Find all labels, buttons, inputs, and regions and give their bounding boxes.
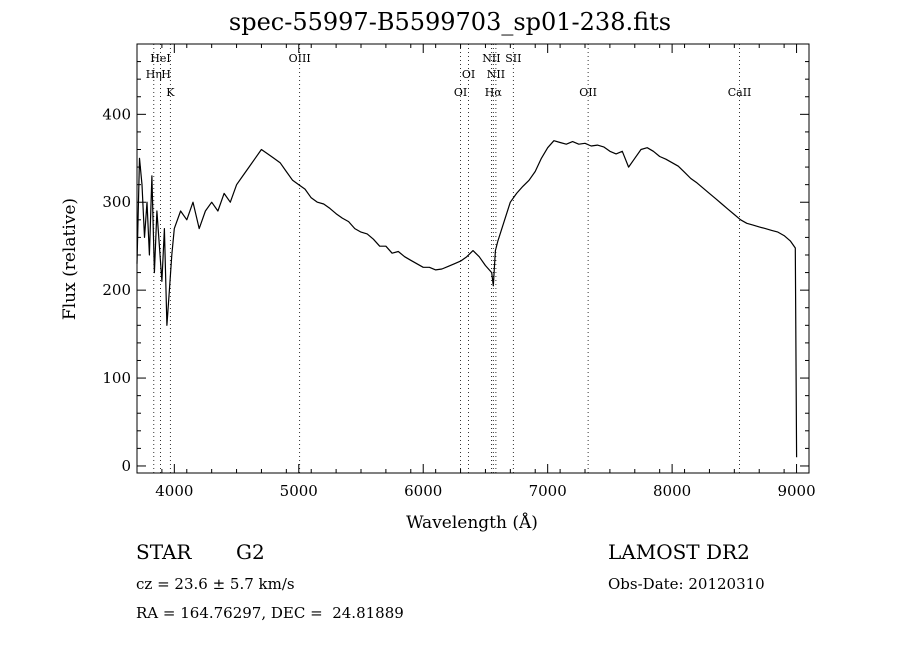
spectral-line-label: OII	[579, 86, 597, 99]
spectral-line-label: HeI	[150, 52, 170, 65]
chart-title: spec-55997-B5599703_sp01-238.fits	[228, 8, 672, 36]
spectrum-line	[136, 140, 798, 458]
spectral-line-label: CaII	[728, 86, 752, 99]
redshift-cz: cz = 23.6 ± 5.7 km/s	[136, 575, 295, 593]
spectral-line-label: OI	[462, 68, 475, 81]
spectral-line-label: NII	[487, 68, 505, 81]
y-tick-label: 300	[102, 193, 131, 211]
spectral-line-label: K	[166, 86, 175, 99]
spectral-line-label: OI	[454, 86, 467, 99]
spectral-line-label: OIII	[289, 52, 311, 65]
obs-date: Obs-Date: 20120310	[608, 575, 765, 593]
plot-frame	[136, 43, 810, 474]
y-axis-label: Flux (relative)	[60, 198, 80, 320]
y-tick-label: 200	[102, 281, 131, 299]
x-tick-label: 6000	[404, 482, 442, 500]
spectral-line-label: Hη	[146, 68, 162, 81]
ra-dec: RA = 164.76297, DEC = 24.81889	[136, 604, 404, 622]
subclass: G2	[236, 540, 265, 564]
object-class: STAR	[136, 540, 192, 564]
survey-name: LAMOST DR2	[608, 540, 750, 564]
x-tick-label: 4000	[155, 482, 193, 500]
x-tick-label: 8000	[653, 482, 691, 500]
y-tick-label: 100	[102, 369, 131, 387]
x-tick-label: 5000	[280, 482, 318, 500]
spectral-line-label: H	[161, 68, 171, 81]
spectral-line-label: NII	[482, 52, 500, 65]
x-axis-label: Wavelength (Å)	[406, 512, 538, 533]
spectral-line-label: Hα	[485, 86, 503, 99]
x-tick-label: 9000	[777, 482, 815, 500]
spectral-line-label: SII	[505, 52, 521, 65]
y-tick-label: 400	[102, 105, 131, 123]
x-tick-label: 7000	[529, 482, 567, 500]
y-tick-label: 0	[121, 457, 131, 475]
